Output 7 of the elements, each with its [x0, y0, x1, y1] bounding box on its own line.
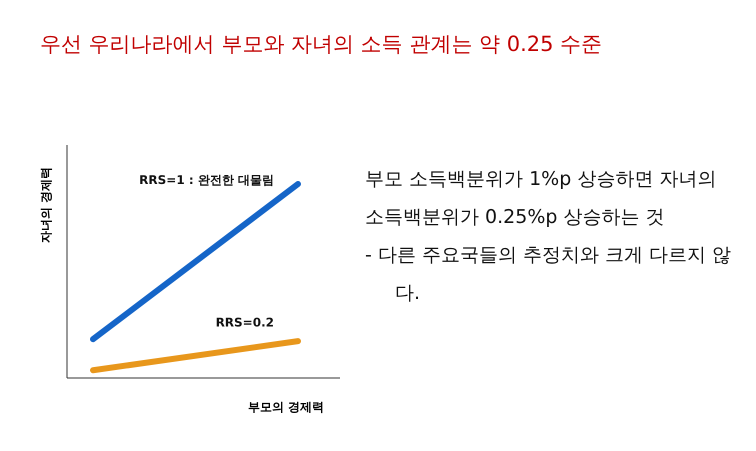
x-axis-title: 부모의 경제력: [248, 400, 324, 414]
text: - 다른 주요국들의 추정치와 크게 다르지 않다.: [365, 243, 732, 306]
y-axis-title: 자녀의 경제력: [39, 166, 53, 244]
series-label: RRS=0.2: [216, 316, 274, 330]
series-label: RRS=1 : 완전한 대물림: [139, 173, 274, 188]
chart-title: 우선 우리나라에서 부모와 자녀의 소득 관계는 약 0.25 수준: [40, 31, 602, 58]
text: 부모 소득백분위가 1%p 상승하면 자녀의 소득백분위가 0.25%p 상승하는 것: [365, 167, 718, 230]
